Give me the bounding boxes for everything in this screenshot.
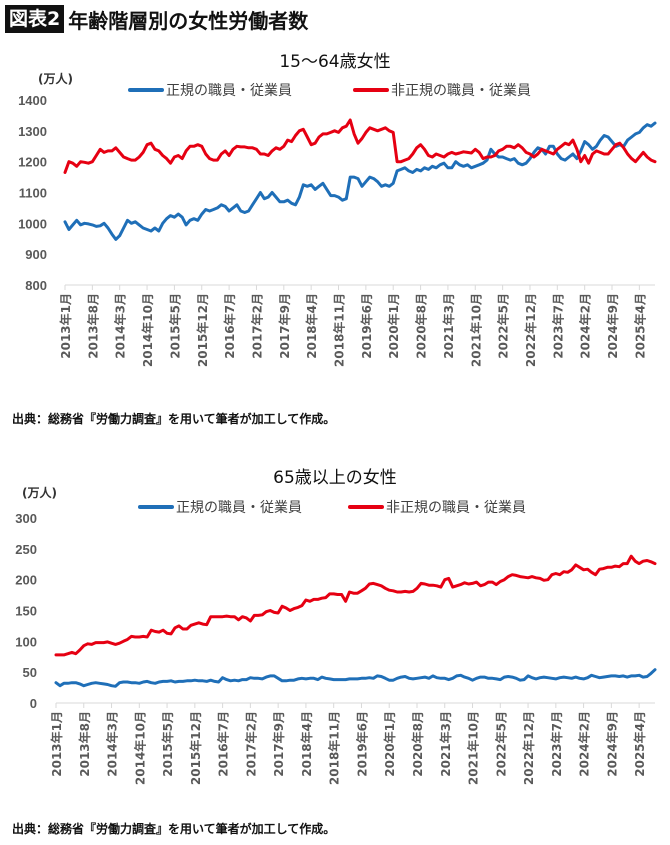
x-tick-label: 2014年10月 bbox=[140, 293, 155, 367]
x-tick-label: 2022年5月 bbox=[496, 293, 511, 359]
figure-badge: 図表2 bbox=[5, 5, 65, 33]
series-line-non-regular bbox=[54, 554, 657, 657]
x-tick-label: 2015年5月 bbox=[167, 293, 182, 359]
x-tick-label: 2021年3月 bbox=[438, 711, 453, 777]
x-tick-label: 2018年11月 bbox=[332, 293, 347, 367]
x-tick-label: 2025年4月 bbox=[632, 293, 647, 359]
x-tick-label: 2025年4月 bbox=[632, 711, 647, 777]
x-tick-label: 2022年12月 bbox=[521, 711, 536, 785]
series-line-regular bbox=[63, 121, 657, 241]
x-tick-label: 2020年1月 bbox=[382, 711, 397, 777]
legend-label-1: 非正規の職員・従業員 bbox=[391, 83, 531, 99]
x-tick-label: 2023年7月 bbox=[549, 711, 564, 777]
y-tick-label: 50 bbox=[23, 665, 37, 680]
x-tick-label: 2021年3月 bbox=[441, 293, 456, 359]
y-tick-label: 0 bbox=[30, 696, 37, 711]
legend-label-1: 非正規の職員・従業員 bbox=[386, 500, 526, 516]
x-tick-label: 2017年9月 bbox=[271, 711, 286, 777]
legend-label-0: 正規の職員・従業員 bbox=[176, 500, 302, 516]
chart-15-64-women: 15〜64歳女性 (万人) 正規の職員・従業員 非正規の職員・従業員 800 900 100… bbox=[18, 52, 657, 367]
figure-header: 図表2 年齢階層別の女性労働者数 bbox=[5, 5, 308, 33]
x-tick-label: 2013年1月 bbox=[49, 711, 64, 777]
chart-title: 15〜64歳女性 bbox=[279, 52, 390, 72]
x-tick-label: 2018年4月 bbox=[299, 711, 314, 777]
x-tick-label: 2022年12月 bbox=[523, 293, 538, 367]
y-tick-label: 1300 bbox=[18, 124, 47, 139]
x-tick-label: 2016年7月 bbox=[216, 711, 231, 777]
y-tick-label: 1200 bbox=[18, 155, 47, 170]
x-tick-label: 2015年12月 bbox=[188, 711, 203, 785]
y-tick-label: 250 bbox=[15, 542, 37, 557]
figure-title: 年齢階層別の女性労働者数 bbox=[68, 8, 309, 33]
x-tick-label: 2024年9月 bbox=[605, 293, 620, 359]
x-tick-label: 2018年4月 bbox=[304, 293, 319, 359]
y-axis-unit-label: (万人) bbox=[22, 485, 57, 500]
x-tick-label: 2019年6月 bbox=[359, 293, 374, 359]
legend-label-0: 正規の職員・従業員 bbox=[166, 83, 292, 99]
x-tick-label: 2024年9月 bbox=[604, 711, 619, 777]
source-note-2: 出典：総務省『労働力調査』を用いて筆者が加工して作成。 bbox=[12, 822, 336, 836]
y-tick-label: 900 bbox=[25, 247, 47, 262]
x-tick-label: 2019年6月 bbox=[354, 711, 369, 777]
x-tick-label: 2014年3月 bbox=[105, 711, 120, 777]
y-tick-label: 1400 bbox=[18, 93, 47, 108]
x-tick-label: 2013年8月 bbox=[85, 293, 100, 359]
x-tick-label: 2017年9月 bbox=[277, 293, 292, 359]
series-line-regular bbox=[54, 668, 657, 688]
x-tick-label: 2017年2月 bbox=[243, 711, 258, 777]
x-tick-label: 2020年1月 bbox=[386, 293, 401, 359]
x-tick-label: 2024年2月 bbox=[577, 711, 592, 777]
x-tick-label: 2018年11月 bbox=[327, 711, 342, 785]
x-tick-label: 2013年8月 bbox=[77, 711, 92, 777]
x-tick-label: 2014年3月 bbox=[113, 293, 128, 359]
x-tick-label: 2015年12月 bbox=[195, 293, 210, 367]
y-tick-label: 1000 bbox=[18, 216, 47, 231]
y-tick-label: 1100 bbox=[19, 186, 47, 201]
y-tick-label: 800 bbox=[25, 278, 47, 293]
x-tick-label: 2021年10月 bbox=[466, 711, 481, 785]
x-tick-label: 2015年5月 bbox=[160, 711, 175, 777]
chart-65-plus-women: 65歳以上の女性 (万人) 正規の職員・従業員 非正規の職員・従業員 0 50 100 150… bbox=[15, 468, 657, 785]
x-tick-label: 2016年7月 bbox=[222, 293, 237, 359]
series-line-non-regular bbox=[63, 118, 657, 174]
y-tick-label: 100 bbox=[15, 634, 37, 649]
x-tick-label: 2023年7月 bbox=[550, 293, 565, 359]
x-tick-label: 2024年2月 bbox=[578, 293, 593, 359]
x-tick-label: 2013年1月 bbox=[58, 293, 73, 359]
x-tick-label: 2021年10月 bbox=[468, 293, 483, 367]
x-tick-label: 2014年10月 bbox=[132, 711, 147, 785]
x-tick-label: 2020年8月 bbox=[410, 711, 425, 777]
chart-title: 65歳以上の女性 bbox=[273, 468, 397, 488]
x-tick-label: 2022年5月 bbox=[493, 711, 508, 777]
y-axis-unit-label: (万人) bbox=[38, 71, 73, 86]
x-tick-label: 2017年2月 bbox=[249, 293, 264, 359]
x-tick-label: 2020年8月 bbox=[414, 293, 429, 359]
source-note-1: 出典：総務省『労働力調査』を用いて筆者が加工して作成。 bbox=[12, 412, 336, 426]
y-tick-label: 150 bbox=[15, 604, 37, 619]
y-tick-label: 200 bbox=[15, 573, 37, 588]
y-tick-label: 300 bbox=[15, 511, 37, 526]
